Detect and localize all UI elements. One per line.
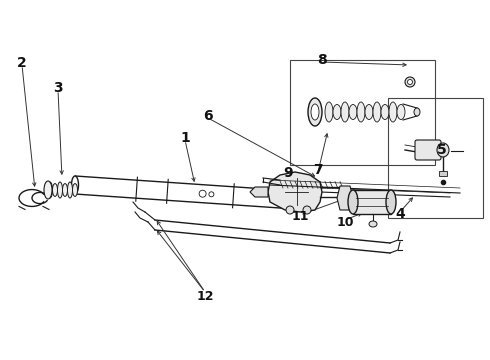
Ellipse shape: [386, 190, 396, 214]
Text: 9: 9: [283, 166, 293, 180]
Ellipse shape: [303, 206, 311, 214]
Polygon shape: [74, 176, 295, 209]
FancyBboxPatch shape: [415, 140, 441, 160]
Ellipse shape: [325, 102, 333, 122]
Ellipse shape: [365, 104, 373, 120]
Polygon shape: [337, 186, 353, 210]
Ellipse shape: [349, 104, 357, 120]
Ellipse shape: [333, 104, 341, 120]
Ellipse shape: [381, 104, 389, 120]
Ellipse shape: [52, 184, 57, 197]
Text: 11: 11: [291, 211, 309, 224]
Ellipse shape: [308, 98, 322, 126]
Ellipse shape: [408, 80, 413, 85]
Ellipse shape: [199, 190, 206, 197]
Ellipse shape: [68, 182, 73, 198]
Ellipse shape: [209, 192, 214, 197]
Text: 1: 1: [180, 131, 190, 145]
Ellipse shape: [348, 190, 358, 214]
Ellipse shape: [286, 206, 294, 214]
Ellipse shape: [72, 176, 78, 194]
Polygon shape: [250, 187, 268, 197]
Ellipse shape: [63, 184, 68, 197]
Ellipse shape: [373, 102, 381, 122]
Bar: [353, 190, 391, 214]
Text: 7: 7: [313, 163, 323, 177]
Polygon shape: [268, 172, 322, 212]
Bar: [290, 60, 435, 165]
Ellipse shape: [357, 102, 365, 122]
Text: 2: 2: [17, 56, 27, 70]
Ellipse shape: [369, 221, 377, 227]
Text: 8: 8: [317, 53, 327, 67]
Text: 12: 12: [196, 291, 214, 303]
Ellipse shape: [311, 104, 319, 120]
Text: 3: 3: [53, 81, 63, 95]
Ellipse shape: [405, 77, 415, 87]
Ellipse shape: [341, 102, 349, 122]
Text: 10: 10: [336, 216, 354, 229]
Ellipse shape: [389, 102, 397, 122]
Ellipse shape: [57, 182, 63, 198]
Text: 5: 5: [437, 143, 447, 157]
Ellipse shape: [73, 184, 77, 197]
Bar: [388, 98, 483, 218]
Ellipse shape: [44, 181, 52, 199]
Ellipse shape: [414, 108, 420, 116]
Bar: [439, 171, 447, 176]
Ellipse shape: [437, 143, 449, 157]
Ellipse shape: [397, 104, 405, 120]
Text: 6: 6: [203, 109, 213, 123]
Text: 4: 4: [395, 207, 405, 221]
Ellipse shape: [48, 182, 52, 198]
Ellipse shape: [292, 191, 298, 209]
